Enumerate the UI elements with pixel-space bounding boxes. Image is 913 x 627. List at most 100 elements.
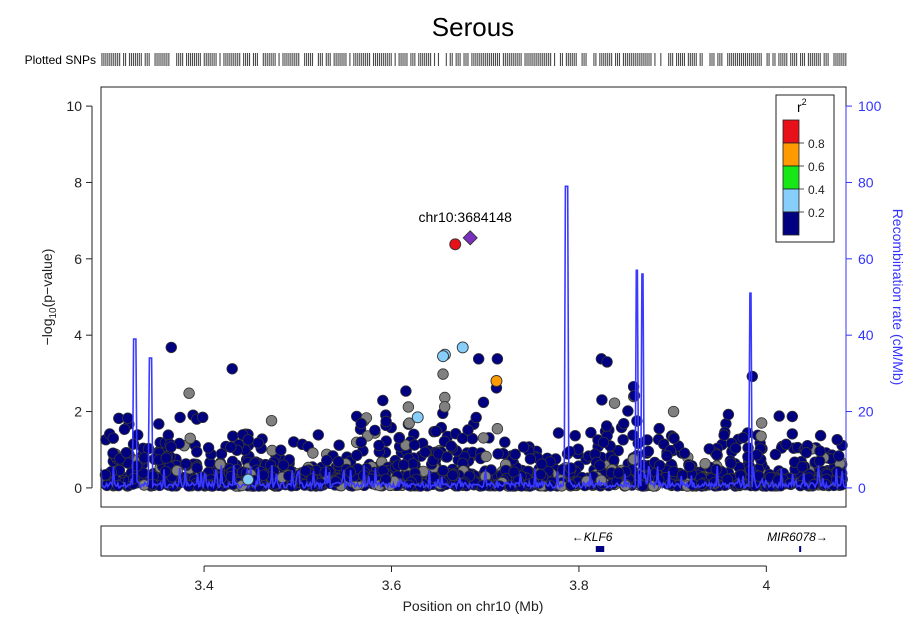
snp-point <box>430 425 442 438</box>
snp-point <box>227 430 239 442</box>
snp-point <box>565 479 577 491</box>
snp-point <box>661 450 673 462</box>
snp-point <box>594 459 606 472</box>
snp-point <box>608 454 620 466</box>
snp-point <box>202 442 215 454</box>
x-axis: 3.4 3.6 3.8 4 <box>194 565 770 593</box>
snp-point <box>225 441 237 453</box>
snp-point <box>333 439 345 451</box>
y-label-post: (p−value) <box>39 249 55 308</box>
legend-label: 0.6 <box>808 160 825 174</box>
legend-title: r2 <box>797 97 807 115</box>
snp-point <box>184 432 196 445</box>
snp-point <box>569 430 581 442</box>
plotted-snps-track <box>101 53 847 66</box>
snp-point <box>180 458 192 470</box>
snp-point <box>535 458 548 470</box>
y-tick-label: 2 <box>74 404 82 420</box>
snp-point-navy <box>165 341 177 354</box>
snp-point <box>393 432 405 444</box>
snp-point <box>631 415 643 427</box>
snp-point <box>355 417 367 430</box>
snp-point-grey <box>437 368 449 380</box>
snp-point <box>299 465 312 477</box>
snp-point <box>159 465 172 478</box>
legend-label: 0.8 <box>808 137 825 151</box>
snp-point <box>601 420 613 432</box>
snp-point <box>622 405 634 417</box>
snp-point <box>476 479 489 492</box>
snp-point-navy <box>226 363 238 375</box>
snp-point <box>373 439 385 452</box>
snp-point <box>118 423 131 436</box>
snp-point <box>400 385 412 397</box>
legend-swatch <box>782 165 800 190</box>
y-label-pre: −log <box>39 319 55 346</box>
snp-point <box>153 418 165 430</box>
y-tick-label: 8 <box>74 174 82 190</box>
snp-point <box>456 432 469 445</box>
legend-swatch <box>782 119 800 144</box>
y2-tick-label: 100 <box>858 98 882 114</box>
snp-point <box>814 445 826 457</box>
snp-point <box>447 469 459 482</box>
snp-point <box>215 448 228 460</box>
snp-point <box>755 430 767 442</box>
snp-point-navy <box>601 356 613 368</box>
snp-point <box>107 432 120 444</box>
snp-point <box>617 434 629 446</box>
snp-point <box>355 436 367 448</box>
snp-point-highlight <box>449 238 462 251</box>
snp-point <box>312 429 325 441</box>
snp-point <box>711 449 723 461</box>
snp-point <box>441 451 453 463</box>
snp-point-highlight <box>437 350 449 363</box>
y-tick-label: 0 <box>74 480 82 496</box>
gene-track-frame <box>100 525 847 557</box>
snp-point <box>477 396 490 409</box>
snp-point <box>214 458 226 471</box>
snp-point <box>120 447 133 459</box>
snp-point <box>437 464 449 477</box>
y2-tick-label: 20 <box>858 404 874 420</box>
snp-point <box>377 394 389 407</box>
gene-label: MIR6078→ <box>767 530 828 544</box>
recombination-rate-line <box>100 185 846 491</box>
snp-point <box>398 459 410 471</box>
snp-point <box>462 424 474 436</box>
legend-label: 0.2 <box>808 206 825 220</box>
legend-swatch <box>782 142 800 167</box>
snp-point <box>499 436 511 448</box>
snp-point <box>122 412 134 424</box>
snp-point <box>627 453 640 466</box>
plotted-snps-label: Plotted SNPs <box>25 53 96 67</box>
snp-point <box>703 443 716 455</box>
snp-point <box>737 432 749 444</box>
snp-point <box>138 452 151 464</box>
snp-point <box>242 434 255 446</box>
snp-point <box>419 446 431 458</box>
snp-point <box>653 422 665 435</box>
snp-point <box>729 442 742 454</box>
snp-point <box>683 460 696 473</box>
legend-swatch <box>782 188 800 213</box>
snp-point <box>252 437 264 449</box>
snp-point <box>678 447 691 459</box>
x-axis-label: Position on chr10 (Mb) <box>403 598 544 614</box>
snp-point <box>191 446 203 458</box>
snp-point <box>780 438 792 451</box>
snp-point <box>734 469 747 481</box>
snp-point <box>196 411 209 424</box>
y-axis-label: −log10(p−value) <box>39 249 59 346</box>
snp-point <box>321 454 333 467</box>
snp-point <box>403 417 415 429</box>
y-label-sub: 10 <box>48 307 59 319</box>
snp-point-navy <box>472 353 485 365</box>
y-axis: 0 2 4 6 8 10 <box>66 98 93 496</box>
snp-point <box>439 401 451 413</box>
snp-point-highlight <box>411 411 424 424</box>
snp-point-grey <box>755 417 768 429</box>
snp-point-navy <box>491 353 504 365</box>
